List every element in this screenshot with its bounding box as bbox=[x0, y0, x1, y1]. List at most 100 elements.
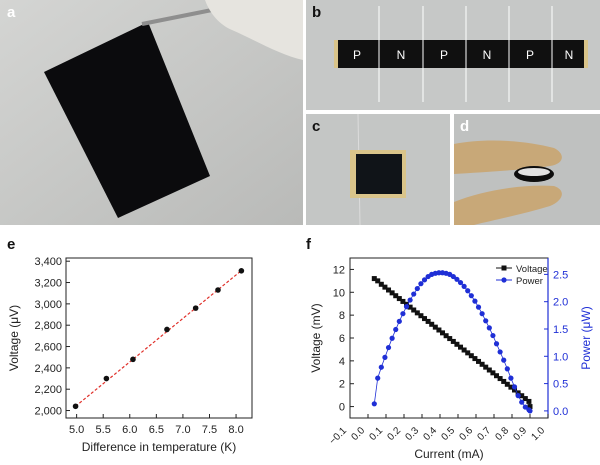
panel-a-photo: a bbox=[0, 0, 303, 225]
power-point bbox=[475, 304, 482, 310]
x-tick-label: 1.0 bbox=[530, 425, 548, 443]
legend-voltage-marker bbox=[501, 265, 507, 271]
power-point bbox=[497, 349, 503, 355]
panel-e: e 5.0 5.5 6.0 6.5 7.0 7.5 8.0 2,000 2,200 2,400 2,… bbox=[0, 230, 300, 465]
power-point bbox=[393, 326, 399, 333]
film-photo bbox=[0, 0, 303, 225]
data-point bbox=[130, 356, 136, 363]
voltage-point bbox=[479, 361, 485, 367]
voltage-point bbox=[407, 304, 413, 310]
power-point bbox=[490, 332, 496, 339]
y-tick-label: 6 bbox=[339, 333, 345, 345]
panel-label-c: c bbox=[312, 118, 321, 135]
power-point bbox=[461, 283, 467, 289]
finger-bottom bbox=[454, 185, 562, 225]
power-point bbox=[483, 318, 489, 324]
voltage-point bbox=[422, 316, 428, 322]
x-tick-label: 0.3 bbox=[404, 425, 422, 443]
voltage-point bbox=[454, 341, 460, 347]
x-tick-label: 0.9 bbox=[512, 425, 530, 443]
panel-label-a: a bbox=[7, 4, 16, 21]
power-point bbox=[411, 291, 417, 297]
power-point bbox=[382, 354, 388, 360]
voltage-point bbox=[418, 313, 424, 319]
data-point bbox=[215, 287, 221, 293]
panel-label-e: e bbox=[7, 236, 16, 253]
voltage-point bbox=[429, 321, 435, 327]
voltage-point bbox=[440, 330, 446, 336]
carbon-film bbox=[44, 22, 210, 218]
voltage-point bbox=[400, 298, 406, 304]
trend-line bbox=[75, 269, 243, 407]
voltage-point bbox=[450, 338, 456, 344]
power-point bbox=[527, 408, 533, 414]
power-point bbox=[375, 375, 381, 381]
y-tick-label: 3,200 bbox=[34, 278, 62, 290]
power-point bbox=[454, 276, 460, 282]
voltage-point bbox=[389, 290, 395, 296]
voltage-point bbox=[382, 284, 388, 290]
voltage-point bbox=[414, 310, 420, 316]
x-tick-label: 0.4 bbox=[422, 425, 440, 443]
x-tick-label: 0.2 bbox=[386, 425, 404, 443]
voltage-point bbox=[527, 404, 533, 410]
power-point bbox=[403, 304, 410, 310]
voltage-point bbox=[490, 370, 496, 376]
y-right-tick-label: 2.5 bbox=[553, 269, 568, 281]
voltage-point bbox=[497, 376, 503, 382]
y-axis-label: Voltage (μV) bbox=[7, 305, 21, 371]
segment-label: N bbox=[565, 48, 574, 62]
voltage-point bbox=[378, 281, 384, 287]
data-point bbox=[103, 375, 110, 382]
gloved-hand bbox=[205, 0, 303, 60]
voltage-point bbox=[375, 278, 381, 284]
voltage-point bbox=[522, 396, 528, 402]
x-axis-label: Difference in temperature (K) bbox=[82, 440, 237, 454]
x-tick-label: 8.0 bbox=[228, 424, 243, 436]
y-tick-label: 2,000 bbox=[34, 406, 62, 418]
y-tick-label: 2,800 bbox=[34, 320, 62, 332]
power-point bbox=[385, 344, 392, 351]
legend-power-marker bbox=[501, 277, 507, 283]
power-point bbox=[515, 393, 521, 399]
voltage-point bbox=[512, 387, 518, 393]
power-point bbox=[465, 288, 471, 294]
voltage-point bbox=[515, 390, 521, 396]
panel-c-photo: c bbox=[306, 114, 450, 225]
panel-label-b: b bbox=[312, 4, 322, 21]
x-tick-label: 6.5 bbox=[149, 424, 164, 436]
voltage-point bbox=[432, 324, 438, 330]
y-tick-label: 2,200 bbox=[34, 384, 62, 396]
y-right-axis-label: Power (μW) bbox=[579, 306, 593, 370]
data-point bbox=[192, 305, 199, 311]
x-tick-label: 0.6 bbox=[458, 425, 476, 443]
voltage-point bbox=[447, 336, 453, 342]
x-tick-label: 7.0 bbox=[175, 424, 190, 436]
y-right-tick-label: 0.0 bbox=[553, 406, 568, 418]
chart-f: −0.1 0.0 0.1 0.2 0.3 0.4 0.5 0.6 0.7 0.8 0.9 1.0024… bbox=[309, 257, 593, 461]
y-tick-label: 2 bbox=[339, 379, 345, 391]
voltage-point bbox=[519, 393, 525, 399]
panel-label-d: d bbox=[460, 118, 470, 135]
voltage-point bbox=[393, 293, 399, 299]
power-point bbox=[504, 366, 510, 372]
panel-f: f −0.1 0.0 0.1 0.2 0.3 0.4 0.5 0.6 0.7 0.8 0.9 1.0 0… bbox=[300, 230, 600, 465]
voltage-point bbox=[472, 356, 478, 362]
y-tick-label: 12 bbox=[333, 264, 345, 276]
x-tick-label: 0.0 bbox=[350, 425, 368, 443]
segment-label: P bbox=[440, 48, 448, 62]
power-point bbox=[472, 298, 478, 304]
y-tick-label: 8 bbox=[339, 310, 345, 322]
voltage-point bbox=[443, 333, 449, 339]
power-point bbox=[486, 325, 492, 331]
y-tick-label: 10 bbox=[333, 287, 345, 299]
pn-strip bbox=[336, 40, 586, 68]
voltage-point bbox=[396, 296, 402, 302]
x-tick-label: 0.5 bbox=[440, 425, 458, 443]
power-point bbox=[407, 297, 413, 303]
segment-label: P bbox=[353, 48, 361, 62]
voltage-point bbox=[476, 358, 482, 364]
power-point bbox=[457, 279, 464, 286]
voltage-point bbox=[465, 350, 471, 356]
legend-voltage-label: Voltage bbox=[516, 264, 548, 275]
